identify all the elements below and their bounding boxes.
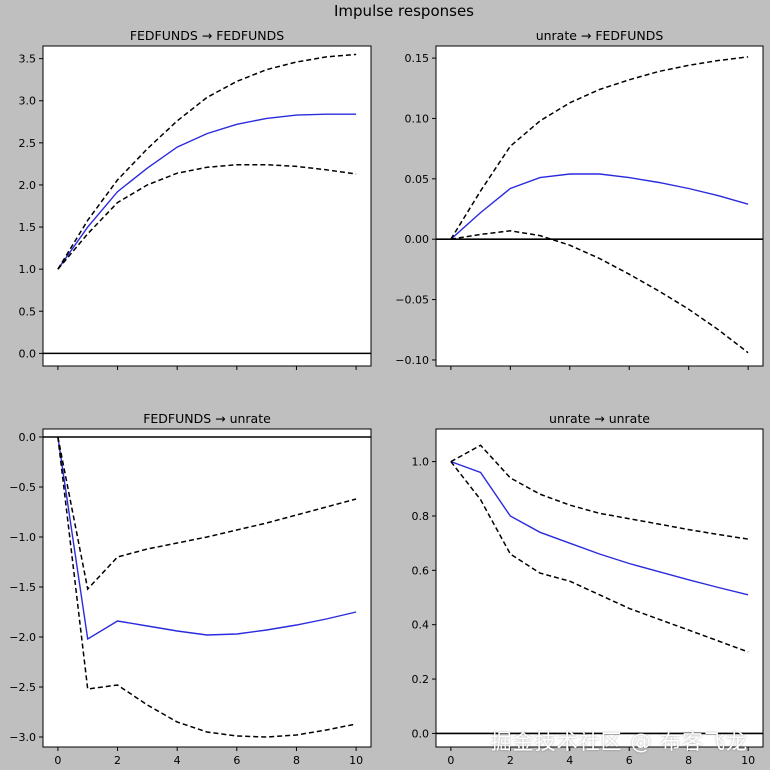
x-tick-label: 4 (566, 754, 573, 767)
axes-frame (42, 45, 372, 367)
x-tick-label: 6 (233, 754, 240, 767)
y-tick-label: 0.5 (19, 305, 37, 318)
confidence-band-upper (450, 56, 749, 240)
y-tick-label: 1.0 (412, 456, 430, 469)
axes-frame (42, 428, 372, 748)
axes-background (43, 46, 371, 366)
subplot-title: unrate → unrate (549, 411, 650, 426)
axes-background (436, 46, 763, 366)
x-tick-label: 6 (626, 754, 633, 767)
figure-title: Impulse responses (334, 2, 474, 20)
y-tick-label: −1.5 (9, 581, 36, 594)
axes-frame (435, 428, 764, 748)
watermark: 掘金技术社区 @ 布客飞龙 (490, 730, 748, 754)
y-tick-label: −1.0 (9, 531, 36, 544)
y-tick-label: 0.0 (412, 727, 430, 740)
subplot-1: FEDFUNDS → FEDFUNDS 0.0 0.5 1.0 1.5 2.0 2.5 3.0… (19, 28, 372, 370)
y-tick-label: 0.4 (412, 619, 430, 632)
y-tick-label: −3.0 (9, 731, 36, 744)
subplot-title: FEDFUNDS → FEDFUNDS (130, 28, 284, 43)
axes-background (436, 429, 763, 747)
y-tick-label: 2.5 (19, 137, 37, 150)
y-tick-label: −2.0 (9, 631, 36, 644)
subplot-2: unrate → FEDFUNDS −0.10 −0.05 0.00 0.05 0.10 0… (395, 28, 764, 370)
x-tick-label: 2 (507, 754, 514, 767)
subplot-3: FEDFUNDS → unrate 0.0 −0.5 −1.0 −1.5 −2.0 −2.5… (9, 411, 372, 767)
y-tick-label: 0.6 (412, 564, 430, 577)
y-tick-label: 3.0 (19, 95, 37, 108)
irf-line (450, 460, 749, 596)
x-tick-label: 8 (685, 754, 692, 767)
irf-line (57, 436, 357, 641)
x-tick-label: 10 (741, 754, 755, 767)
y-tick-label: 1.5 (19, 221, 37, 234)
confidence-band-lower (450, 461, 749, 653)
y-tick-label: 0.15 (405, 52, 430, 65)
y-tick-label: 0.0 (19, 431, 37, 444)
axes-background (43, 429, 371, 747)
x-tick-label: 0 (447, 754, 454, 767)
y-tick-label: −2.5 (9, 681, 36, 694)
confidence-band-lower (450, 230, 749, 354)
confidence-band-upper (57, 53, 357, 270)
y-tick-label: 2.0 (19, 179, 37, 192)
confidence-band-upper (450, 444, 749, 540)
irf-line (450, 173, 749, 240)
irf-line (57, 113, 357, 270)
y-tick-label: −0.05 (395, 294, 429, 307)
confidence-band-upper (57, 436, 357, 591)
confidence-band-lower (57, 436, 357, 738)
y-tick-label: −0.5 (9, 481, 36, 494)
y-tick-label: −0.10 (395, 354, 429, 367)
subplot-4: unrate → unrate 0.0 0.2 0.4 0.6 0.8 1.0 0 2 4 6 8 10 (412, 411, 764, 767)
y-tick-label: 0.00 (405, 233, 430, 246)
y-tick-label: 0.10 (405, 112, 430, 125)
x-tick-label: 8 (293, 754, 300, 767)
y-tick-label: 1.0 (19, 263, 37, 276)
x-tick-label: 4 (174, 754, 181, 767)
y-tick-label: 0.05 (405, 173, 430, 186)
confidence-band-lower (57, 163, 357, 270)
x-tick-label: 2 (114, 754, 121, 767)
y-tick-label: 0.0 (19, 347, 37, 360)
axes-frame (435, 45, 764, 367)
subplot-title: FEDFUNDS → unrate (143, 411, 271, 426)
x-tick-label: 0 (54, 754, 61, 767)
y-tick-label: 3.5 (19, 53, 37, 66)
x-tick-label: 10 (349, 754, 363, 767)
y-tick-label: 0.2 (412, 673, 430, 686)
y-tick-label: 0.8 (412, 510, 430, 523)
subplot-title: unrate → FEDFUNDS (536, 28, 664, 43)
